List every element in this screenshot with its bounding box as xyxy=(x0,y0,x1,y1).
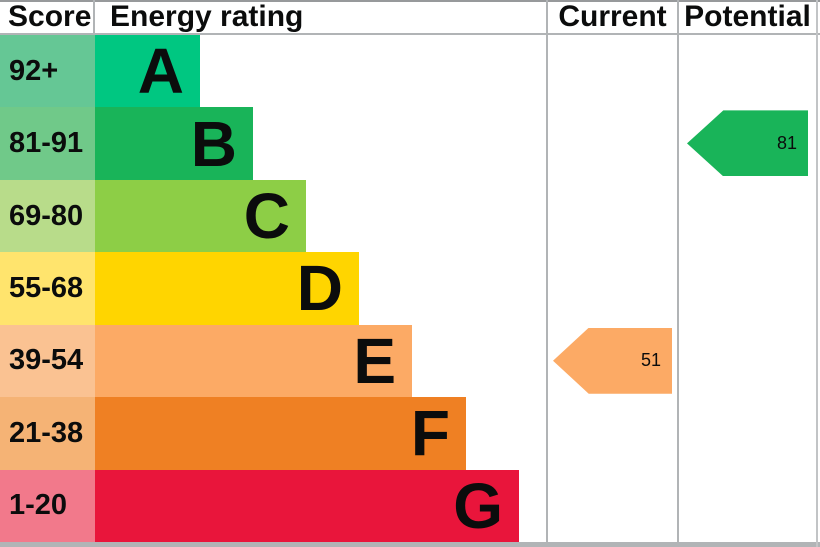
potential-column-divider xyxy=(677,0,679,547)
band-bar: F xyxy=(95,397,466,470)
band-bar: E xyxy=(95,324,412,398)
band-letter: C xyxy=(243,180,290,253)
band-bar: G xyxy=(95,469,519,542)
band-score-range: 39-54 xyxy=(9,344,84,377)
band-score-cell: 55-68 xyxy=(0,252,95,325)
band-score-cell: 69-80 xyxy=(0,179,95,253)
band-bar: C xyxy=(95,179,306,253)
band-score-cell: 81-91 xyxy=(0,107,95,180)
score-column-header: Score xyxy=(8,0,92,33)
band-score-range: 1-20 xyxy=(9,489,68,522)
band-score-cell: 21-38 xyxy=(0,397,95,470)
header-row: Score Energy rating Current Potential xyxy=(0,0,820,35)
potential-column-header: Potential xyxy=(684,0,811,33)
band-row: 21-38 F xyxy=(0,397,820,470)
band-letter: F xyxy=(410,397,450,470)
band-score-range: 69-80 xyxy=(9,199,84,232)
band-bar: B xyxy=(95,107,253,180)
band-score-range: 55-68 xyxy=(9,271,84,304)
band-letter: G xyxy=(453,469,503,542)
right-border xyxy=(816,0,818,547)
band-score-cell: 39-54 xyxy=(0,324,95,398)
potential-rating-value: 81 xyxy=(776,132,797,153)
band-score-range: 92+ xyxy=(9,54,59,87)
current-column-divider xyxy=(546,0,548,547)
score-column-divider xyxy=(93,0,95,35)
band-letter: A xyxy=(137,35,184,108)
band-row: 1-20 G xyxy=(0,469,820,542)
band-rows: 92+ A 81-91 B 69-80 C 55-68 D 39-54 E xyxy=(0,35,820,542)
band-letter: E xyxy=(353,324,396,397)
band-score-cell: 92+ xyxy=(0,35,95,108)
band-bar: D xyxy=(95,252,359,325)
band-letter: B xyxy=(190,107,237,180)
band-bar: A xyxy=(95,35,200,108)
header-divider xyxy=(0,33,820,35)
band-row: 81-91 B xyxy=(0,107,820,180)
band-score-range: 21-38 xyxy=(9,416,84,449)
band-row: 69-80 C xyxy=(0,179,820,253)
band-row: 39-54 E xyxy=(0,324,820,398)
band-score-range: 81-91 xyxy=(9,127,84,160)
current-column-header: Current xyxy=(558,0,667,33)
bottom-border xyxy=(0,542,820,547)
band-row: 55-68 D xyxy=(0,252,820,325)
energy-rating-column-header: Energy rating xyxy=(110,0,304,33)
band-row: 92+ A xyxy=(0,35,820,108)
band-letter: D xyxy=(296,252,343,325)
current-rating-value: 51 xyxy=(640,350,661,371)
band-score-cell: 1-20 xyxy=(0,469,95,542)
top-border xyxy=(0,0,820,2)
